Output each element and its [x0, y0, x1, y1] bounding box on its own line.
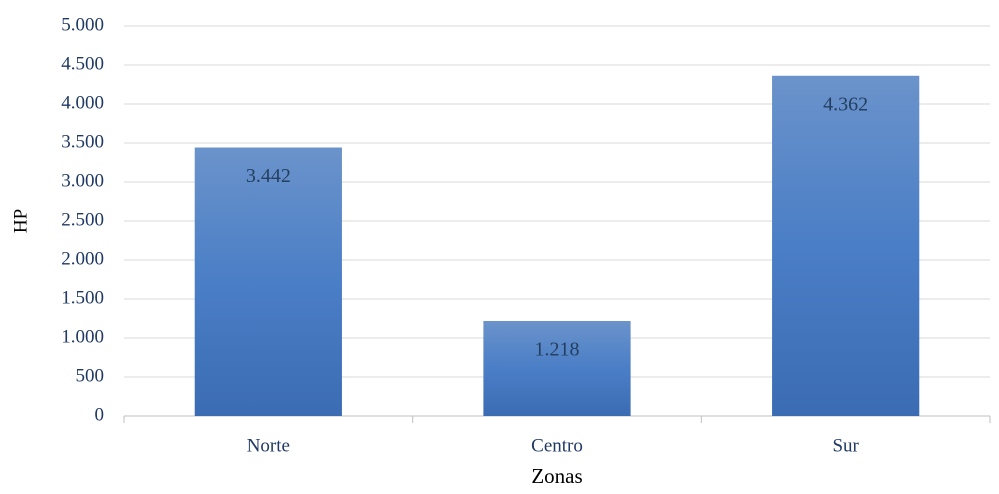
y-tick-label: 4.000 [61, 92, 104, 113]
bar [483, 320, 631, 416]
y-tick-label: 2.500 [61, 209, 104, 230]
y-tick-label: 1.500 [61, 287, 104, 308]
y-tick-label: 500 [76, 365, 105, 386]
y-tick-label: 3.500 [61, 131, 104, 152]
data-label: 3.442 [246, 165, 291, 187]
bar [772, 75, 920, 416]
y-tick-label: 5.000 [61, 14, 104, 35]
data-label: 1.218 [535, 339, 580, 361]
y-tick-label: 2.000 [61, 248, 104, 269]
x-tick-label: Norte [247, 435, 290, 456]
y-axis-title: HP [10, 209, 31, 233]
x-tick-label: Centro [531, 435, 583, 456]
y-tick-label: 1.000 [61, 326, 104, 347]
y-tick-label: 0 [95, 404, 105, 425]
bar [194, 147, 342, 417]
y-tick-label: 3.000 [61, 170, 104, 191]
y-tick-label: 4.500 [61, 53, 104, 74]
x-tick-label: Sur [832, 435, 859, 456]
x-axis-title: Zonas [531, 464, 582, 488]
data-label: 4.362 [823, 93, 868, 115]
